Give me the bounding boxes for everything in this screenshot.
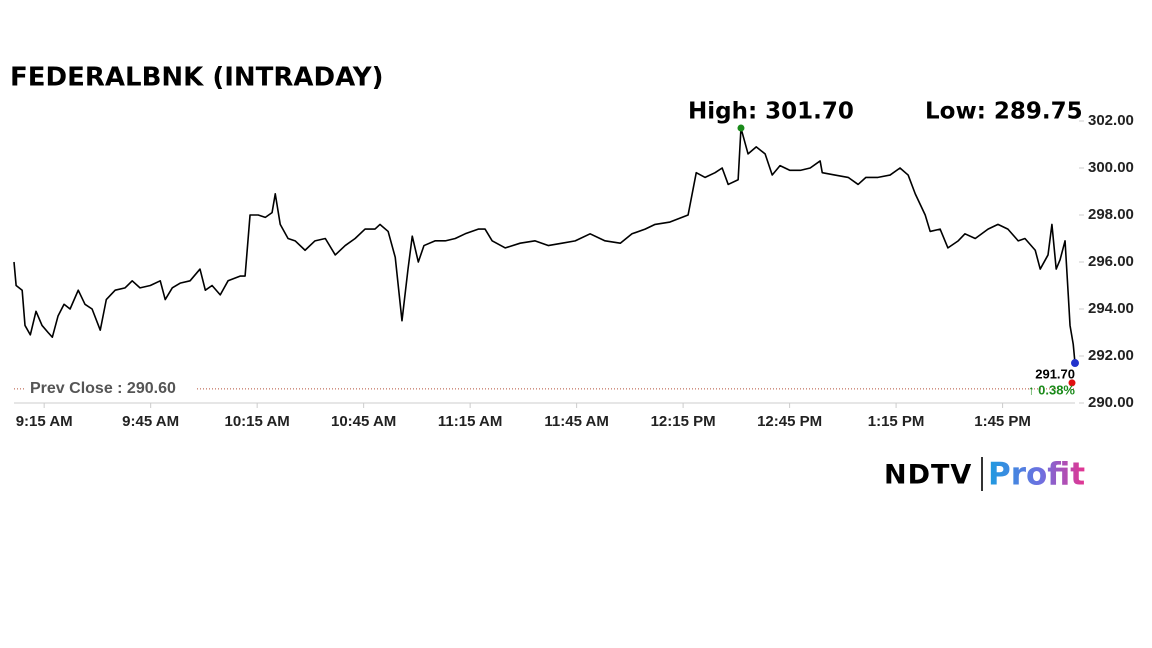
high-marker <box>737 124 745 132</box>
x-tick-label: 9:15 AM <box>16 413 73 430</box>
y-tick-label: 296.00 <box>1088 253 1134 270</box>
x-tick-label: 11:45 AM <box>544 413 608 430</box>
x-tick-label: 12:15 PM <box>651 413 716 430</box>
close-marker <box>1068 379 1076 387</box>
chart-title: FEDERALBNK (INTRADAY) <box>10 63 383 93</box>
x-tick-label: 10:15 AM <box>224 413 289 430</box>
last-price-label: 291.70 <box>1035 366 1075 381</box>
plot-area: 9:15 AM 9:45 AM 10:15 AM 10:45 AM 11:15 AM 11… <box>13 112 1134 430</box>
x-tick-label: 1:45 PM <box>974 413 1031 430</box>
brand-profit: Profit <box>988 457 1085 493</box>
x-tick-label: 1:15 PM <box>868 413 925 430</box>
price-line <box>13 127 1076 364</box>
x-tick-label: 11:15 AM <box>438 413 502 430</box>
y-tick-label: 300.00 <box>1088 159 1134 176</box>
brand-ndtv: NDTV <box>884 460 972 491</box>
y-tick-label: 290.00 <box>1088 394 1134 411</box>
last-marker <box>1071 359 1079 368</box>
prev-close-label: Prev Close : 290.60 <box>30 380 176 397</box>
x-tick-label: 9:45 AM <box>122 413 179 430</box>
x-tick-label: 12:45 PM <box>757 413 822 430</box>
y-tick-label: 302.00 <box>1088 112 1134 129</box>
change-label: ↑ 0.38% <box>1028 382 1075 397</box>
prev-close-bg <box>26 378 196 399</box>
low-label: Low: 289.75 <box>925 99 1083 125</box>
y-tick-label: 294.00 <box>1088 300 1134 317</box>
y-tick-label: 292.00 <box>1088 347 1134 364</box>
high-label: High: 301.70 <box>688 99 854 125</box>
y-tick-label: 298.00 <box>1088 206 1134 223</box>
x-tick-label: 10:45 AM <box>331 413 396 430</box>
